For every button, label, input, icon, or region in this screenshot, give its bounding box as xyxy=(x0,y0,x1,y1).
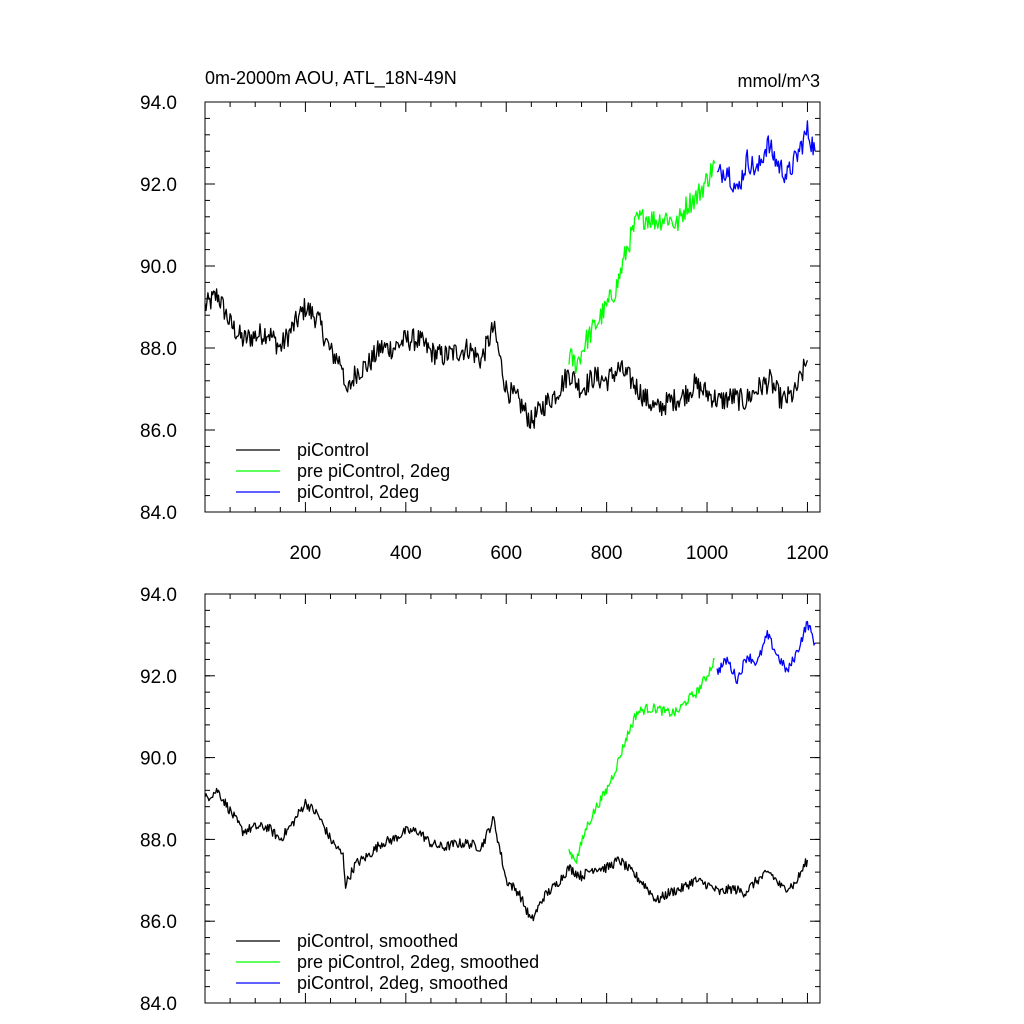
y-tick-label: 84.0 xyxy=(140,994,177,1015)
x-tick-label: 800 xyxy=(591,543,623,564)
series-line-2 xyxy=(716,620,816,685)
y-tick-label: 86.0 xyxy=(140,912,177,933)
y-tick-label: 84.0 xyxy=(140,503,177,524)
y-tick-label: 88.0 xyxy=(140,830,177,851)
bottom-panel: 84.0 86.0 88.0 90.0 92.0 94.0 piControl, smoot… xyxy=(140,585,821,1015)
y-tick-label: 92.0 xyxy=(140,175,177,196)
legend-label: pre piControl, 2deg xyxy=(297,461,450,481)
legend-label: piControl xyxy=(297,440,369,460)
top-panel: 0m-2000m AOU, ATL_18N-49N mmol/m^3 84.0 8… xyxy=(140,68,829,564)
y-tick-label: 86.0 xyxy=(140,421,177,442)
y-tick-label: 90.0 xyxy=(140,257,177,278)
y-tick-label: 90.0 xyxy=(140,749,177,770)
series-line-0 xyxy=(204,787,809,922)
legend-label: piControl, 2deg xyxy=(297,482,419,502)
legend-label: piControl, smoothed xyxy=(297,931,458,951)
chart-title: 0m-2000m AOU, ATL_18N-49N xyxy=(205,68,457,89)
plot-frame xyxy=(204,593,821,1004)
x-tick-label: 1000 xyxy=(686,543,728,564)
x-tick-label: 400 xyxy=(390,543,422,564)
x-tick-label: 1200 xyxy=(786,543,828,564)
unit-label: mmol/m^3 xyxy=(738,71,820,91)
series-line-1 xyxy=(568,658,715,864)
x-tick-label: 600 xyxy=(490,543,522,564)
y-tick-label: 88.0 xyxy=(140,339,177,360)
legend-label: piControl, 2deg, smoothed xyxy=(297,973,508,993)
y-tick-label: 92.0 xyxy=(140,667,177,688)
y-tick-label: 94.0 xyxy=(140,585,177,606)
series-line-1 xyxy=(568,159,716,375)
series-line-2 xyxy=(716,120,816,193)
series-line-0 xyxy=(204,288,809,429)
legend-label: pre piControl, 2deg, smoothed xyxy=(297,952,539,972)
y-tick-label: 94.0 xyxy=(140,93,177,114)
x-tick-label: 200 xyxy=(290,543,322,564)
